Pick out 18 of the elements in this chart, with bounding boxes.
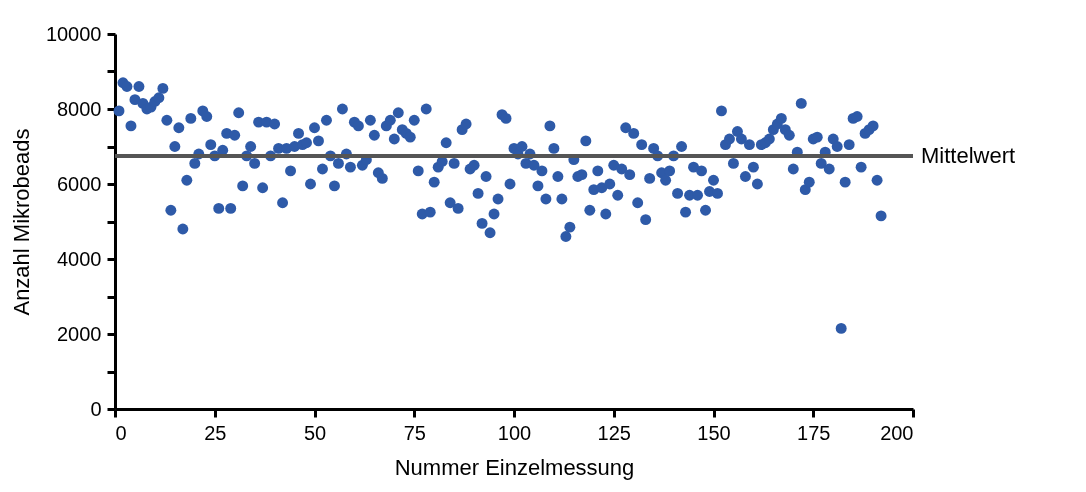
y-tick-label: 2000	[57, 322, 102, 345]
x-tick-label: 50	[303, 421, 327, 444]
y-tick-label: 0	[90, 397, 102, 420]
x-tick-label: 25	[204, 421, 227, 444]
x-tick-label: 200	[880, 421, 914, 444]
y-tick-label: 4000	[57, 247, 102, 270]
y-axis-title: Anzahl Mikrobeads	[8, 128, 34, 316]
x-tick-label: 150	[697, 421, 731, 444]
x-axis-title: Nummer Einzelmessung	[394, 454, 635, 480]
ref-line-label: Mittelwert	[921, 142, 1016, 168]
y-tick-label: 6000	[57, 172, 102, 195]
x-tick-label: 175	[797, 421, 831, 444]
x-tick-label: 75	[403, 421, 426, 444]
y-tick-label: 10000	[45, 22, 102, 45]
x-tick-label: 100	[497, 421, 532, 444]
x-tick-label: 0	[115, 421, 127, 444]
x-tick-label: 125	[597, 421, 631, 444]
y-tick-label: 8000	[57, 97, 102, 120]
